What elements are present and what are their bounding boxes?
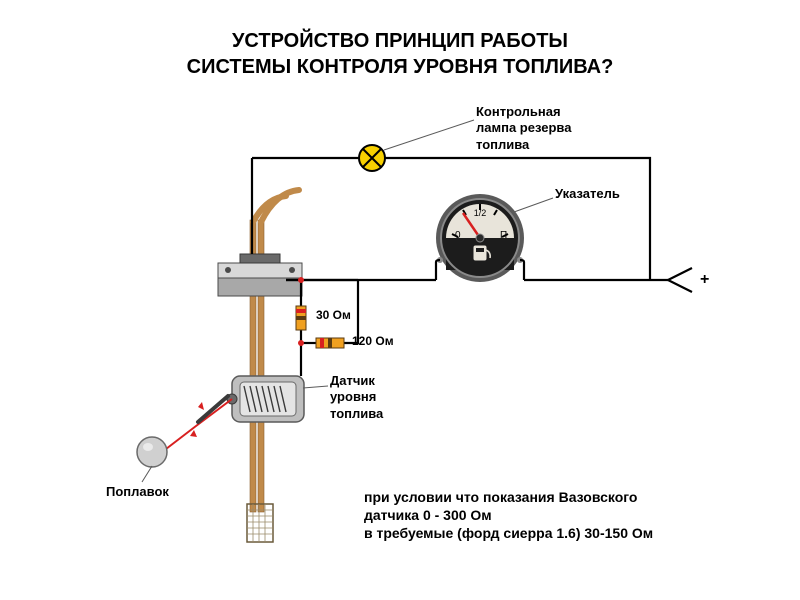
ohm30-label: 30 Ом bbox=[316, 308, 351, 323]
footnote-l3: в требуемые (форд сиерра 1.6) 30-150 Ом bbox=[364, 525, 653, 541]
fuel-tubes bbox=[250, 190, 299, 512]
plus-label: + bbox=[700, 270, 709, 290]
diagram-area: 1/2 0 П Контрольная лампа резерва топлив… bbox=[0, 90, 800, 590]
float bbox=[137, 437, 167, 467]
float-highlight bbox=[143, 443, 153, 451]
title-line2: СИСТЕМЫ КОНТРОЛЯ УРОВНЯ ТОПЛИВА? bbox=[187, 56, 614, 78]
plus-terminal bbox=[668, 268, 692, 292]
resistor-120 bbox=[316, 338, 344, 348]
footnote-l1: при условии что показания Вазовского bbox=[364, 489, 637, 505]
leader-lines bbox=[142, 120, 553, 482]
sensor-label: Датчик уровня топлива bbox=[330, 373, 383, 422]
tank-flange bbox=[218, 254, 302, 296]
junction-dot-2 bbox=[298, 340, 304, 346]
resistor-30 bbox=[296, 306, 306, 330]
page-title: УСТРОЙСТВО ПРИНЦИП РАБОТЫ СИСТЕМЫ КОНТРО… bbox=[0, 0, 800, 90]
lamp-label: Контрольная лампа резерва топлива bbox=[476, 104, 571, 153]
svg-text:П: П bbox=[500, 230, 507, 241]
float-arm bbox=[166, 396, 232, 449]
svg-text:0: 0 bbox=[455, 230, 461, 241]
gauge-label: Указатель bbox=[555, 186, 620, 202]
junction-dot bbox=[298, 277, 304, 283]
svg-text:1/2: 1/2 bbox=[474, 208, 487, 218]
warning-lamp-icon bbox=[359, 145, 385, 171]
float-label: Поплавок bbox=[106, 484, 169, 500]
fuel-gauge-icon: 1/2 0 П bbox=[436, 194, 524, 282]
fuel-strainer bbox=[247, 504, 273, 542]
footnote-l2: датчика 0 - 300 Ом bbox=[364, 507, 492, 523]
fuel-level-sensor bbox=[227, 376, 304, 422]
ohm120-label: 120 Ом bbox=[352, 334, 394, 349]
title-line1: УСТРОЙСТВО ПРИНЦИП РАБОТЫ bbox=[232, 30, 568, 52]
footnote: при условии что показания Вазовского дат… bbox=[364, 488, 653, 543]
